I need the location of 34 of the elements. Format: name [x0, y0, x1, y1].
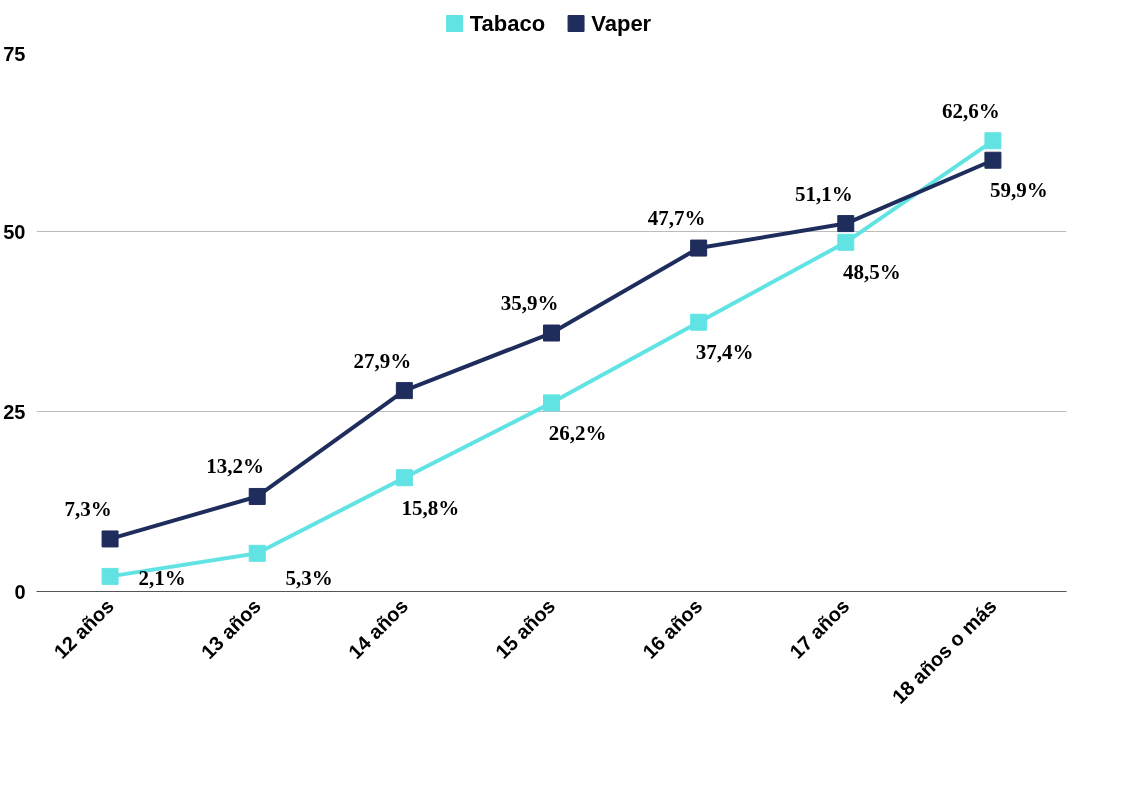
- point: [248, 487, 266, 505]
- data-label: 13,2%: [206, 454, 265, 479]
- point: [690, 239, 708, 257]
- point: [543, 394, 560, 412]
- data-label: 27,9%: [353, 348, 412, 373]
- data-label: 48,5%: [842, 260, 901, 285]
- data-label: 62,6%: [942, 98, 1000, 123]
- data-label: 47,7%: [647, 206, 706, 231]
- y-tick-label: 75: [3, 42, 26, 65]
- point: [543, 324, 560, 342]
- data-label: 35,9%: [500, 291, 559, 316]
- point: [395, 469, 413, 487]
- point: [248, 544, 266, 562]
- data-label: 37,4%: [695, 340, 754, 365]
- point: [101, 567, 119, 585]
- data-label: 15,8%: [401, 495, 460, 520]
- data-label: 2,1%: [138, 565, 186, 590]
- point: [690, 313, 708, 331]
- legend-label: Tabaco: [469, 11, 546, 36]
- data-label: 26,2%: [548, 420, 607, 445]
- point: [984, 132, 1002, 150]
- data-label: 7,3%: [64, 496, 112, 521]
- point: [395, 382, 413, 400]
- data-label: 51,1%: [794, 181, 853, 206]
- legend-label: Vaper: [591, 11, 652, 36]
- point: [101, 530, 119, 548]
- data-label: 5,3%: [285, 565, 333, 590]
- data-label: 59,9%: [990, 178, 1048, 203]
- y-tick-label: 50: [3, 220, 26, 243]
- point: [837, 215, 855, 233]
- point: [837, 233, 855, 251]
- point: [984, 151, 1002, 169]
- y-tick-label: 0: [14, 580, 26, 603]
- y-tick-label: 25: [3, 400, 26, 423]
